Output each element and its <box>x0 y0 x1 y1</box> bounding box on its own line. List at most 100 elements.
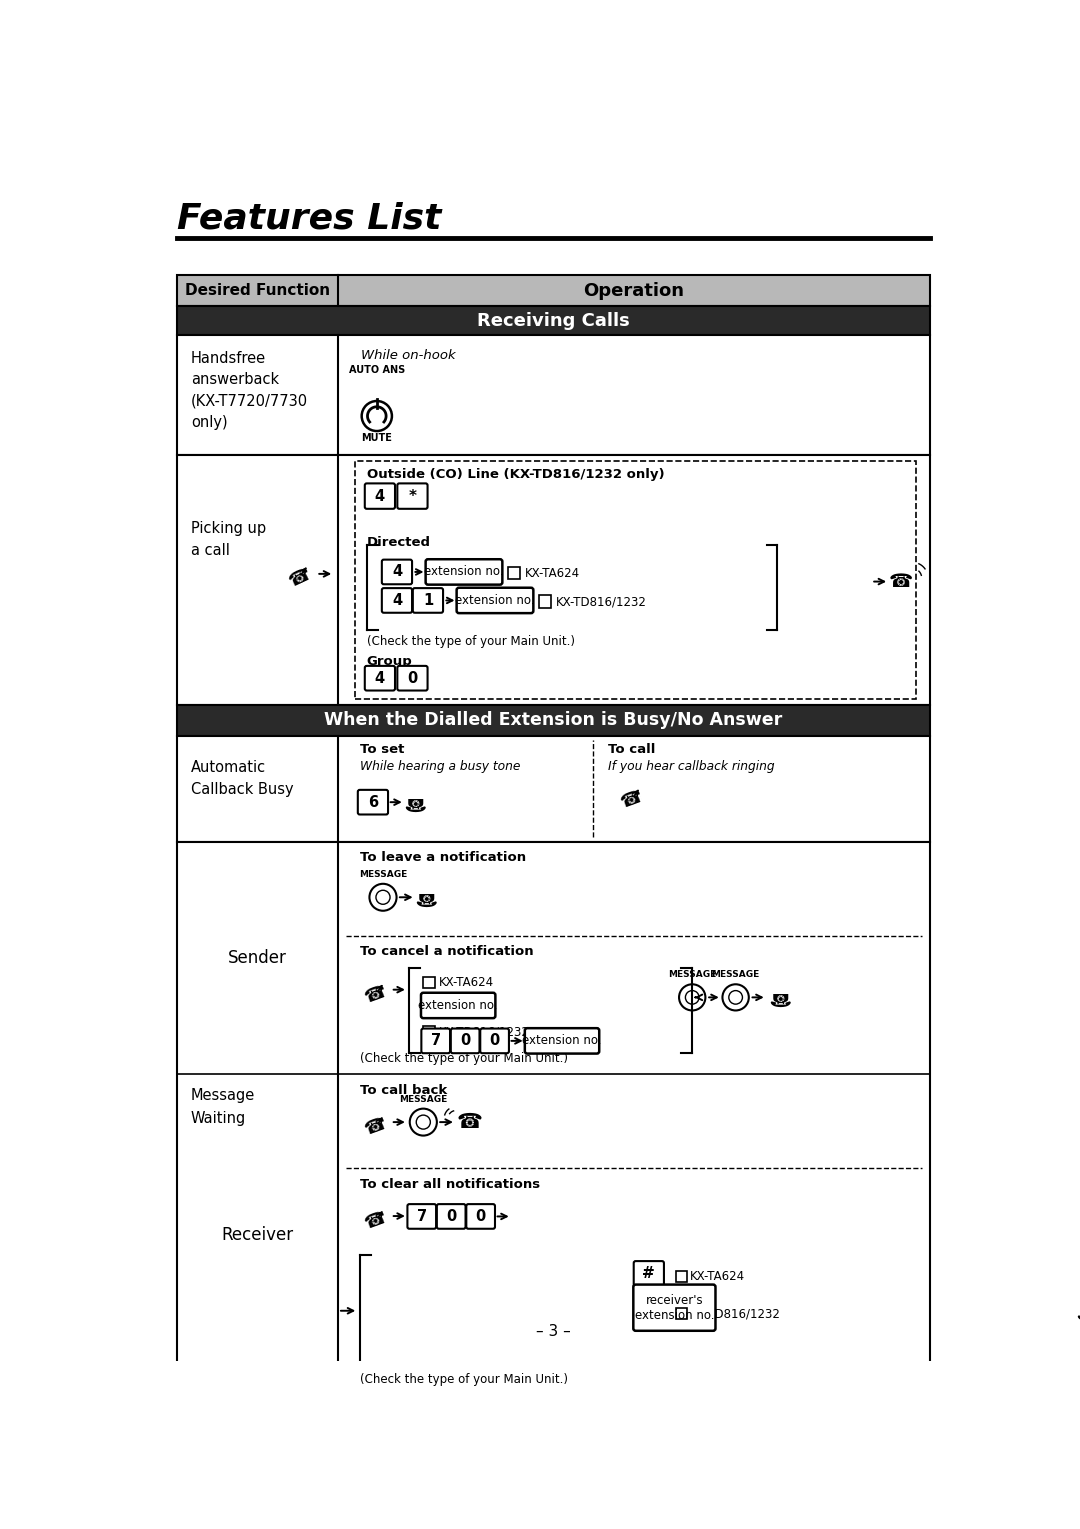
Text: ☎: ☎ <box>403 794 426 812</box>
Text: MESSAGE: MESSAGE <box>712 971 759 979</box>
Text: ☎: ☎ <box>457 1112 483 1131</box>
Text: To set: To set <box>360 743 404 757</box>
Text: KX-TD816/1232: KX-TD816/1232 <box>556 595 647 609</box>
Text: ☎: ☎ <box>362 1115 389 1139</box>
Bar <box>177 306 930 335</box>
Text: KX-TD816/1232: KX-TD816/1232 <box>690 1307 781 1321</box>
Text: 7: 7 <box>417 1209 427 1223</box>
Text: Automatic
Callback Busy: Automatic Callback Busy <box>191 760 294 797</box>
Text: Group: Group <box>367 654 413 668</box>
Text: extension no.: extension no. <box>456 593 535 607</box>
Text: Desired Function: Desired Function <box>185 283 330 298</box>
Text: To call: To call <box>608 743 656 757</box>
Bar <box>508 567 521 579</box>
FancyBboxPatch shape <box>525 1027 599 1053</box>
Text: When the Dialled Extension is Busy/No Answer: When the Dialled Extension is Busy/No An… <box>324 711 783 729</box>
Text: Directed: Directed <box>367 537 431 549</box>
Text: MESSAGE: MESSAGE <box>669 971 716 979</box>
Text: Receiver: Receiver <box>221 1226 294 1245</box>
Text: 0: 0 <box>407 671 418 685</box>
Text: While on-hook: While on-hook <box>362 349 456 362</box>
Text: 4: 4 <box>375 671 384 685</box>
Bar <box>177 454 930 705</box>
Text: 6: 6 <box>368 795 378 810</box>
Text: If you hear callback ringing: If you hear callback ringing <box>608 760 774 774</box>
FancyBboxPatch shape <box>437 1205 465 1229</box>
Text: Operation: Operation <box>583 281 685 300</box>
Text: ☎: ☎ <box>889 572 913 592</box>
Text: receiver's
extension no.: receiver's extension no. <box>635 1294 714 1321</box>
Text: *: * <box>408 489 417 503</box>
Bar <box>177 335 930 454</box>
Text: Sender: Sender <box>228 950 287 968</box>
Text: (Check the type of your Main Unit.): (Check the type of your Main Unit.) <box>367 635 575 648</box>
Text: 0: 0 <box>446 1209 457 1223</box>
Text: 0: 0 <box>475 1209 486 1223</box>
Text: KX-TA624: KX-TA624 <box>690 1269 745 1283</box>
FancyBboxPatch shape <box>633 1284 715 1330</box>
FancyBboxPatch shape <box>382 589 413 613</box>
Text: Message
Waiting: Message Waiting <box>191 1089 255 1125</box>
Text: AUTO ANS: AUTO ANS <box>349 365 405 375</box>
FancyBboxPatch shape <box>413 589 443 613</box>
Text: 4: 4 <box>375 489 384 503</box>
Text: KX-TD816/1232: KX-TD816/1232 <box>438 1024 529 1038</box>
FancyBboxPatch shape <box>355 460 916 699</box>
FancyBboxPatch shape <box>357 790 388 815</box>
Bar <box>177 842 930 1396</box>
Text: extension no.: extension no. <box>424 566 503 578</box>
FancyBboxPatch shape <box>426 560 502 584</box>
Text: KX-TA624: KX-TA624 <box>525 567 580 579</box>
Text: 4: 4 <box>392 593 402 609</box>
Text: 1: 1 <box>423 593 433 609</box>
FancyBboxPatch shape <box>382 560 413 584</box>
Text: Features List: Features List <box>177 202 442 235</box>
Text: Picking up
a call: Picking up a call <box>191 520 266 558</box>
FancyBboxPatch shape <box>421 1029 450 1053</box>
Text: ☎: ☎ <box>362 982 389 1006</box>
FancyBboxPatch shape <box>450 1029 480 1053</box>
Text: (Check the type of your Main Unit.): (Check the type of your Main Unit.) <box>360 1373 568 1387</box>
Text: Handsfree
answerback
(KX-T7720/7730
only): Handsfree answerback (KX-T7720/7730 only… <box>191 350 308 430</box>
FancyBboxPatch shape <box>457 587 534 613</box>
Text: extension no.: extension no. <box>523 1035 602 1047</box>
Text: 0: 0 <box>489 1034 500 1049</box>
Bar <box>423 1026 435 1037</box>
Text: ☎: ☎ <box>767 988 789 1006</box>
Text: 0: 0 <box>460 1034 470 1049</box>
FancyBboxPatch shape <box>407 1205 436 1229</box>
Text: To leave a notification: To leave a notification <box>360 852 526 864</box>
Text: To call back: To call back <box>360 1084 447 1096</box>
Text: While hearing a busy tone: While hearing a busy tone <box>360 760 521 774</box>
Text: #: # <box>643 1266 656 1281</box>
Bar <box>423 977 435 988</box>
Text: Receiving Calls: Receiving Calls <box>477 312 630 330</box>
FancyBboxPatch shape <box>481 1029 509 1053</box>
Text: MESSAGE: MESSAGE <box>359 870 407 879</box>
Text: KX-TA624: KX-TA624 <box>438 976 494 989</box>
Text: – 3 –: – 3 – <box>536 1324 571 1339</box>
Text: Outside (CO) Line (KX-TD816/1232 only): Outside (CO) Line (KX-TD816/1232 only) <box>367 468 664 482</box>
Bar <box>676 1309 687 1320</box>
Text: 4: 4 <box>392 564 402 579</box>
Text: MESSAGE: MESSAGE <box>400 1095 447 1104</box>
Bar <box>177 275 930 306</box>
Text: ☎: ☎ <box>1075 1301 1080 1320</box>
Bar <box>539 595 551 607</box>
Text: To cancel a notification: To cancel a notification <box>360 945 534 959</box>
FancyBboxPatch shape <box>365 667 395 691</box>
FancyBboxPatch shape <box>421 992 496 1018</box>
Bar <box>177 705 930 735</box>
FancyBboxPatch shape <box>397 483 428 509</box>
Text: ☎: ☎ <box>414 888 436 907</box>
Bar <box>676 1271 687 1281</box>
Text: ☎: ☎ <box>285 564 313 590</box>
FancyBboxPatch shape <box>634 1261 664 1286</box>
Text: (Check the type of your Main Unit.): (Check the type of your Main Unit.) <box>360 1052 568 1066</box>
Text: extension no.: extension no. <box>418 998 498 1012</box>
Text: 7: 7 <box>431 1034 441 1049</box>
Text: MUTE: MUTE <box>362 433 392 443</box>
Text: To clear all notifications: To clear all notifications <box>360 1177 540 1191</box>
Text: ☎: ☎ <box>618 787 645 812</box>
FancyBboxPatch shape <box>467 1205 495 1229</box>
